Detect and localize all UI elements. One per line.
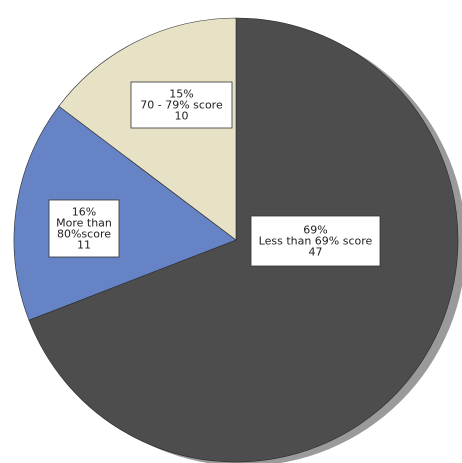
slice-value-label: 11: [77, 239, 91, 252]
slice-label-box: [250, 215, 381, 267]
slice-name-label: More than: [56, 217, 112, 230]
slice-name-label: 70 - 79% score: [140, 99, 223, 112]
pie-slice-1: [28, 17, 459, 463]
slice-label-box: [130, 81, 233, 129]
slice-name-label: 80%score: [57, 228, 111, 241]
slice-percent-label: 69%: [303, 224, 327, 237]
slice-label-box: [48, 199, 120, 258]
slice-name-label: Less than 69% score: [259, 235, 373, 248]
slice-value-label: 47: [309, 246, 323, 259]
slice-percent-label: 16%: [72, 206, 96, 219]
slice-percent-label: 15%: [169, 88, 193, 101]
slice-value-label: 10: [175, 110, 189, 123]
pie-slice-3: [58, 17, 237, 241]
pie-slice-2: [13, 105, 237, 321]
